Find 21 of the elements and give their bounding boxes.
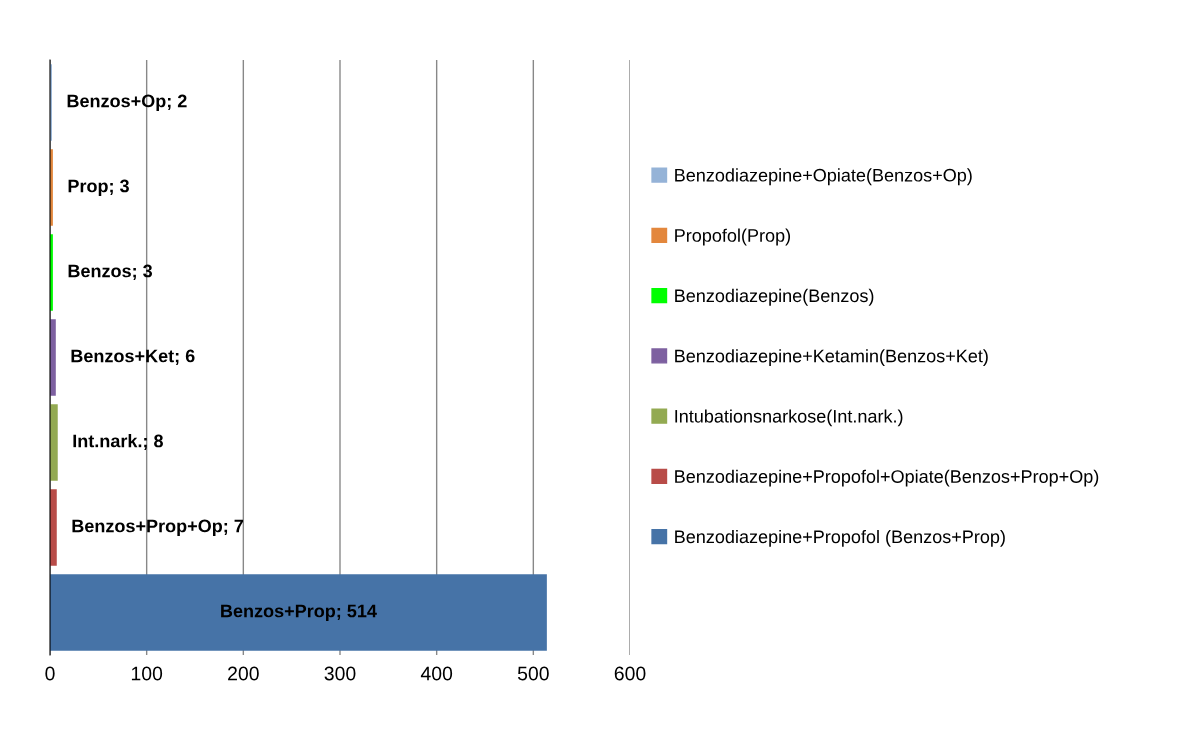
legend-label: Benzodiazepine+Opiate(Benzos+Op) [675, 168, 972, 186]
x-tick-label: 300 [324, 666, 356, 681]
x-tick-label: 500 [517, 666, 549, 681]
data-label: Benzos+Prop; 514 [221, 604, 377, 621]
data-label: Benzos; 3 [68, 264, 153, 280]
data-label: Benzos+Ket; 6 [71, 349, 195, 365]
legend-label: Benzodiazepine+Propofol+Opiate(Benzos+Prop+Op) [675, 469, 1099, 487]
data-label: Benzos+Prop+Op; 7 [72, 519, 244, 536]
x-tick-label: 0 [45, 666, 55, 681]
legend-label: Benzodiazepine+Ketamin(Benzos+Ket) [675, 349, 988, 366]
data-label: Int.nark.; 8 [73, 434, 163, 450]
legend-label: Benzodiazepine(Benzos) [675, 288, 874, 306]
legend-label: Propofol(Prop) [675, 228, 791, 246]
x-tick-label: 200 [228, 666, 259, 681]
legend-label: Intubationsnarkose(Int.nark.) [675, 409, 903, 427]
x-tick-label: 600 [614, 666, 646, 681]
data-label: Prop; 3 [68, 179, 129, 196]
data-label: Benzos+Op; 2 [67, 94, 187, 111]
legend-label: Benzodiazepine+Propofol (Benzos+Prop) [675, 529, 1005, 547]
x-tick-label: 400 [420, 666, 453, 681]
x-tick-label: 100 [131, 666, 163, 681]
